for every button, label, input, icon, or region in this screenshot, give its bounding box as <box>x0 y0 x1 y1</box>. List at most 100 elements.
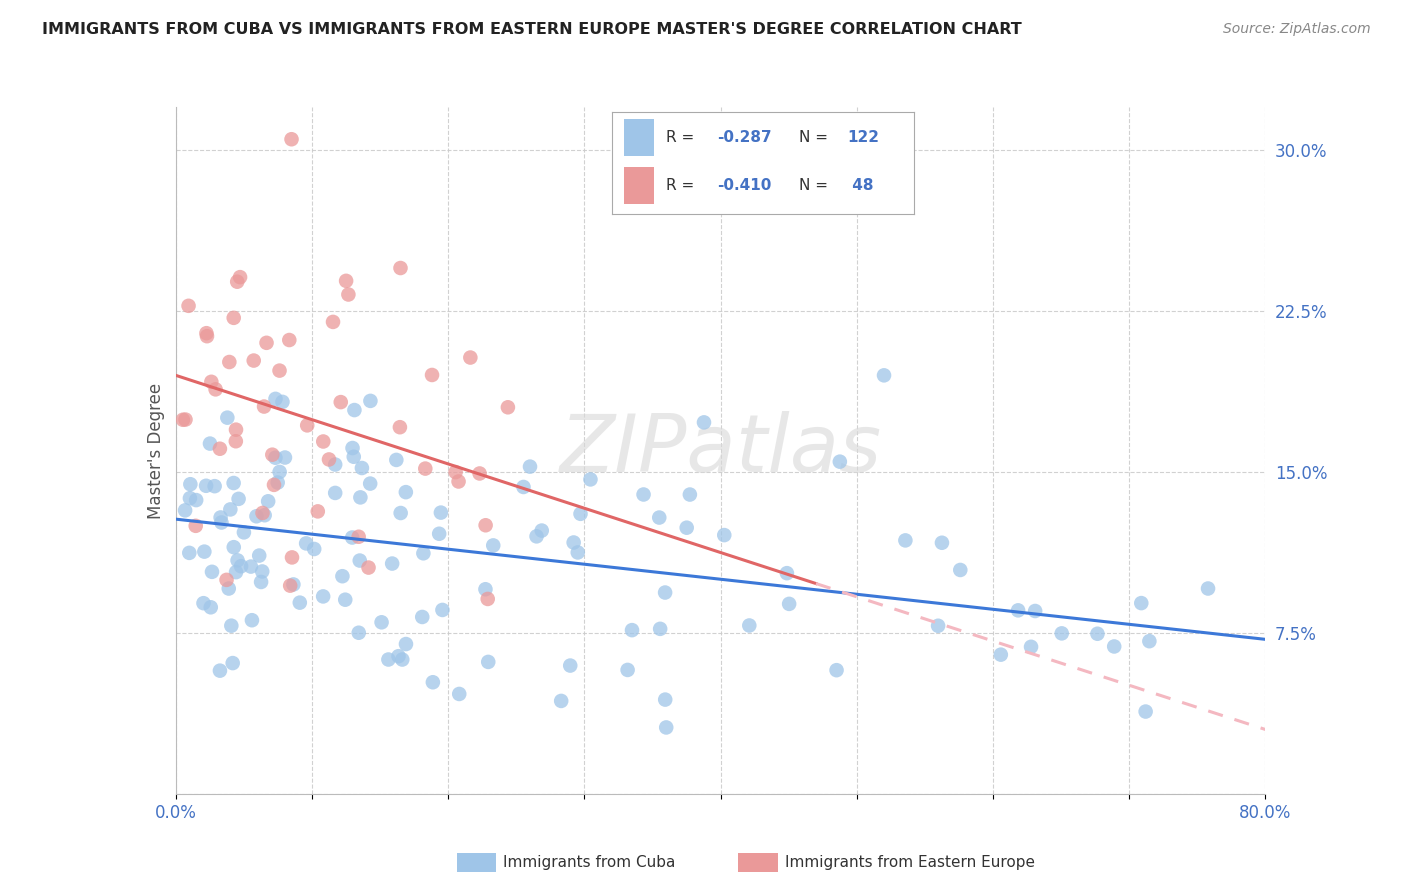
Point <box>1137 634 1160 648</box>
Point <box>389 506 412 520</box>
Point <box>778 597 800 611</box>
Point <box>252 506 274 520</box>
Point <box>828 455 851 469</box>
Point <box>449 687 471 701</box>
Point <box>894 533 917 548</box>
Point <box>359 476 381 491</box>
Point <box>343 450 366 464</box>
Point <box>200 600 222 615</box>
Point <box>186 493 208 508</box>
Point <box>228 491 250 506</box>
Point <box>269 363 291 377</box>
Point <box>381 557 404 571</box>
Point <box>204 382 226 396</box>
Point <box>218 355 240 369</box>
Point <box>650 622 672 636</box>
Point <box>184 518 207 533</box>
Point <box>530 524 553 538</box>
Point <box>460 351 482 365</box>
Point <box>323 486 346 500</box>
Point <box>1087 626 1109 640</box>
Point <box>281 550 304 565</box>
Text: 48: 48 <box>848 178 875 193</box>
Point <box>215 573 238 587</box>
Point <box>350 461 373 475</box>
Point <box>675 521 697 535</box>
Point <box>200 375 222 389</box>
Point <box>179 491 201 506</box>
Point <box>654 692 676 706</box>
Point <box>193 544 215 558</box>
Point <box>387 649 409 664</box>
Point <box>253 400 276 414</box>
Point <box>1019 640 1042 654</box>
Point <box>288 596 311 610</box>
Text: ZIPatlas: ZIPatlas <box>560 411 882 490</box>
Point <box>359 393 381 408</box>
Point <box>621 623 644 637</box>
Point <box>562 535 585 549</box>
Point <box>239 559 262 574</box>
Point <box>264 392 287 406</box>
Point <box>633 487 655 501</box>
Point <box>242 353 264 368</box>
Point <box>927 619 949 633</box>
Point <box>648 510 671 524</box>
Point <box>412 546 434 560</box>
Point <box>1050 626 1073 640</box>
Point <box>256 335 278 350</box>
Point <box>274 450 297 465</box>
Point <box>388 420 411 434</box>
Point <box>560 658 582 673</box>
Point <box>931 535 953 549</box>
Point <box>519 459 541 474</box>
Point <box>322 315 344 329</box>
Point <box>218 582 240 596</box>
Point <box>225 565 247 579</box>
Point <box>222 540 245 554</box>
Point <box>349 491 371 505</box>
Point <box>229 559 252 574</box>
Point <box>825 663 848 677</box>
Text: Immigrants from Cuba: Immigrants from Cuba <box>503 855 676 870</box>
Text: N =: N = <box>799 129 832 145</box>
Point <box>201 565 224 579</box>
Point <box>226 553 249 567</box>
Point <box>307 504 329 518</box>
Point <box>217 410 239 425</box>
Point <box>195 326 218 341</box>
Point <box>349 553 371 567</box>
Point <box>512 480 534 494</box>
Point <box>280 132 302 146</box>
Point <box>655 721 678 735</box>
Point <box>198 436 221 450</box>
Point <box>257 494 280 508</box>
Point <box>693 416 716 430</box>
Text: IMMIGRANTS FROM CUBA VS IMMIGRANTS FROM EASTERN EUROPE MASTER'S DEGREE CORRELATI: IMMIGRANTS FROM CUBA VS IMMIGRANTS FROM … <box>42 22 1022 37</box>
Point <box>269 465 291 479</box>
Point <box>179 546 201 560</box>
Point <box>579 472 602 486</box>
Point <box>990 648 1012 662</box>
Point <box>413 461 436 475</box>
Point <box>526 529 548 543</box>
Point <box>283 577 305 591</box>
Text: 122: 122 <box>848 129 879 145</box>
Point <box>411 610 433 624</box>
Point <box>335 592 357 607</box>
Point <box>474 518 496 533</box>
Point <box>342 531 364 545</box>
Point <box>335 274 357 288</box>
Point <box>209 510 232 524</box>
Point <box>332 569 354 583</box>
Point <box>776 566 799 581</box>
Point <box>420 368 443 382</box>
Point <box>474 582 496 597</box>
Point <box>323 458 346 472</box>
Point <box>347 625 370 640</box>
Point <box>208 442 231 456</box>
Point <box>226 275 249 289</box>
Point <box>329 395 352 409</box>
Point <box>1007 603 1029 617</box>
Point <box>278 333 301 347</box>
